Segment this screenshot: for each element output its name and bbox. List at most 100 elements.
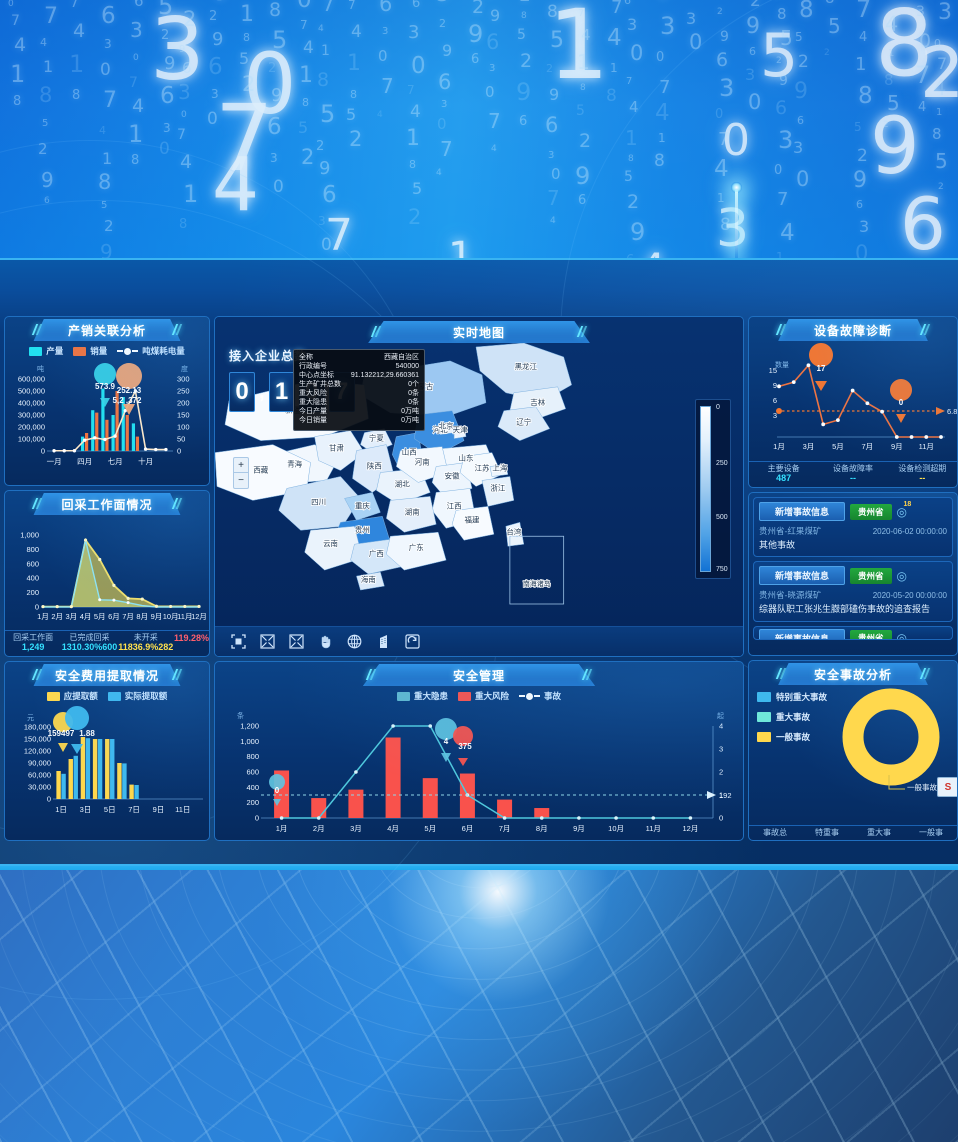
footer-value: -- [919, 473, 926, 484]
svg-text:上海: 上海 [492, 463, 507, 473]
tooltip-value: 0个 [408, 380, 419, 388]
svg-text:天津: 天津 [453, 426, 468, 435]
svg-text:5日: 5日 [104, 805, 116, 814]
tooltip-key: 中心点坐标 [299, 371, 334, 379]
legend-item[interactable]: 实际提取额 [107, 690, 167, 702]
legend-item[interactable]: 重大事故 [757, 711, 827, 723]
map-tooltip: 全称 西藏自治区 行政编号 540000 中心点坐标 91.132212,29.660… [293, 349, 425, 431]
accident-card[interactable]: 新增事故信息 贵州省 ◎ 贵州省-晓源煤矿 2020-05-20 00:00:0… [753, 561, 953, 622]
svg-text:河北: 河北 [433, 426, 448, 435]
accident-meta: 贵州省-红果煤矿 2020-06-02 00:00:00 [759, 525, 947, 537]
balloon-marker: 573.9 [94, 363, 117, 407]
panel-title-safety-mgmt: 安全管理 [215, 664, 743, 686]
title-chevron-right-icon [919, 668, 931, 679]
map-zoom-out-button[interactable]: − [238, 475, 244, 486]
background-digital-rain: 3074185296307418074183074185296630741896… [0, 0, 958, 262]
location-pin-icon[interactable]: ◎ [896, 631, 907, 640]
footer-value: 1,249 [21, 642, 45, 653]
footer-cell: 回采工作面 1,249 [5, 631, 61, 656]
svg-text:3月: 3月 [803, 442, 815, 451]
title-chevron-left-icon [31, 498, 42, 509]
svg-text:200,000: 200,000 [18, 423, 45, 432]
svg-text:3: 3 [773, 411, 777, 420]
title-chevron-right-icon [172, 498, 183, 509]
svg-text:3月: 3月 [66, 612, 78, 621]
svg-text:2: 2 [719, 768, 723, 777]
y-axis-unit: 吨 [37, 364, 44, 373]
svg-text:250: 250 [177, 387, 190, 396]
svg-text:600,000: 600,000 [18, 375, 45, 384]
legend-safety-fee: 应提取额 实际提取额 [5, 686, 209, 702]
chart-prod-sales[interactable]: 吨 度 0 100,000 200,000 300,000 400,000 500,000… [5, 357, 210, 473]
svg-text:10月: 10月 [163, 612, 179, 621]
donut-slice-general[interactable] [842, 688, 940, 786]
svg-text:3: 3 [719, 745, 723, 754]
svg-text:9: 9 [773, 381, 777, 390]
legend-item[interactable]: 产量 [29, 345, 63, 357]
chart-safety-fee[interactable]: 元 0 30,000 60,000 90,000 120,000 150,000 180,0… [5, 702, 210, 822]
accident-tag: 新增事故信息 [759, 628, 845, 639]
legend-item[interactable]: 特别重大事故 [757, 691, 827, 703]
chart-safety-mgmt[interactable]: 条 起 0 200 400 600 800 1,000 1,200 0 1 2 3 4 192 1月… [215, 702, 744, 840]
svg-text:4: 4 [719, 722, 723, 731]
chart-device-fault[interactable]: 数量 15 9 6 3 6.8 1月 3月 5月 7月 9月 11月 17 [749, 341, 958, 461]
svg-text:8月: 8月 [536, 824, 548, 833]
svg-text:广西: 广西 [369, 548, 384, 558]
svg-text:0: 0 [255, 814, 259, 823]
panel-title-accident-pie: 安全事故分析 [749, 663, 957, 685]
svg-text:11月: 11月 [919, 442, 934, 451]
accident-mine: 贵州省-晓源煤矿 [759, 590, 822, 601]
balloon-marker: 0 [890, 379, 913, 423]
title-chevron-right-icon [172, 324, 183, 335]
svg-text:河南: 河南 [415, 457, 430, 467]
accident-card-header: 新增事故信息 贵州省 ◎ [759, 566, 947, 586]
accident-mine: 贵州省-红果煤矿 [759, 526, 822, 536]
hand-icon[interactable] [316, 633, 334, 651]
legend-item[interactable]: 一般事故 [757, 731, 827, 743]
avg-label: 6.8 [947, 407, 957, 416]
legend-item[interactable]: 重大风险 [457, 690, 509, 702]
accident-meta: 贵州省-晓源煤矿 2020-05-20 00:00:00 [759, 589, 947, 601]
dashboard-frame: 产销关联分析 产量 销量 吨煤耗电量 吨 度 0 100,000 200,000 30… [0, 0, 958, 1000]
map-container[interactable]: 实时地图 黑龙江内蒙古吉林辽宁新疆青海甘肃宁夏陕西山西河北北京天津山东西藏四川重… [215, 317, 743, 656]
svg-text:400,000: 400,000 [18, 399, 45, 408]
location-pin-icon[interactable]: ◎ [896, 568, 907, 583]
panel-title-safety-fee: 安全费用提取情况 [5, 664, 209, 686]
accident-card[interactable]: 新增事故信息 贵州省 ◎ [753, 625, 953, 640]
footer-value: 1310.30%600 [61, 642, 118, 653]
panel-prod-sales: 产销关联分析 产量 销量 吨煤耗电量 吨 度 0 100,000 200,000 30… [4, 316, 210, 486]
accident-card[interactable]: 新增事故信息 贵州省 ◎ 18 贵州省-红果煤矿 2020-06-02 00:00… [753, 497, 953, 558]
y-axis-unit: 元 [27, 714, 34, 722]
svg-text:300,000: 300,000 [18, 411, 45, 420]
colorbar-ticks: 0 250 500 750 [716, 404, 734, 573]
legend-item[interactable]: 事故 [519, 690, 561, 702]
svg-text:9日: 9日 [153, 805, 165, 814]
panel-title-text: 安全费用提取情况 [54, 668, 159, 683]
panel-title-prod-sales: 产销关联分析 [5, 319, 209, 341]
select-icon[interactable] [229, 633, 247, 651]
panel-safety-fee: 安全费用提取情况 应提取额 实际提取额 元 0 30,000 60,000 90,00… [4, 661, 210, 841]
tooltip-value: 0万吨 [401, 407, 419, 415]
building-icon[interactable] [374, 633, 392, 651]
chart-accident-donut[interactable]: 一般事故 [749, 685, 958, 803]
panel-device-fault: 设备故障诊断 数量 15 9 6 3 6.8 1月 3月 5月 7月 9月 11月 [748, 316, 958, 488]
refresh-icon[interactable] [403, 633, 421, 651]
footer-key: 事故总 [763, 827, 787, 837]
export-button[interactable]: S [937, 777, 957, 797]
chart-mining-face[interactable]: 0 200 400 600 800 1,000 1月 2月 3月 4月 5月 6月 7月 8月 9月 10月… [5, 515, 210, 630]
globe-icon[interactable] [345, 633, 363, 651]
svg-text:山东: 山东 [459, 453, 474, 463]
location-pin-icon[interactable]: ◎ 18 [896, 500, 912, 519]
map-zoom-in-button[interactable]: + [234, 458, 248, 473]
svg-text:湖南: 湖南 [405, 506, 420, 516]
panel-title-text: 实时地图 [452, 325, 505, 340]
expand-icon[interactable] [258, 633, 276, 651]
legend-item[interactable]: 销量 [73, 345, 107, 357]
legend-item[interactable]: 吨煤耗电量 [117, 345, 185, 357]
map-zoom-control[interactable]: + − [233, 457, 249, 489]
y2-axis-unit: 度 [181, 364, 188, 373]
collapse-icon[interactable] [287, 633, 305, 651]
legend-item[interactable]: 应提取额 [46, 690, 98, 702]
legend-item[interactable]: 重大隐患 [396, 690, 448, 702]
svg-text:7月: 7月 [862, 442, 874, 451]
